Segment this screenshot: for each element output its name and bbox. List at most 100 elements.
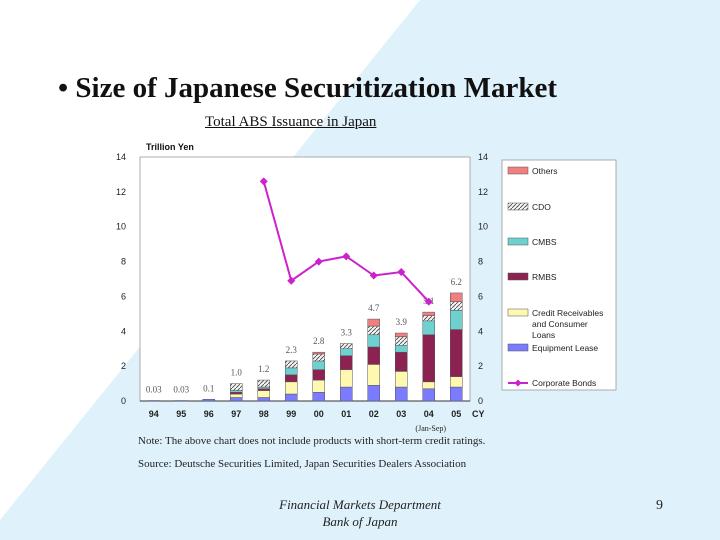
bar-credit-02 bbox=[367, 364, 380, 386]
bar-cdo-03 bbox=[395, 336, 408, 346]
bar-equipment-04 bbox=[422, 388, 435, 402]
legend-swatch-others bbox=[507, 166, 529, 175]
bar-credit-99 bbox=[285, 381, 298, 395]
x-tick-04: 04 bbox=[424, 409, 434, 419]
bar-cmbs-00 bbox=[312, 360, 325, 370]
bar-rmbs-98 bbox=[257, 388, 270, 391]
y-tick-right-14: 14 bbox=[478, 152, 488, 162]
legend-label-corporate: Corporate Bonds bbox=[532, 378, 596, 388]
bar-cmbs-04 bbox=[422, 320, 435, 336]
footer-bank: Bank of Japan bbox=[322, 514, 398, 529]
bar-credit-05 bbox=[450, 376, 463, 388]
bar-equipment-02 bbox=[367, 385, 380, 402]
chart-title: Total ABS Issuance in Japan bbox=[205, 114, 377, 130]
y-tick-left-6: 6 bbox=[121, 291, 126, 301]
x-tick-05: 05 bbox=[451, 409, 461, 419]
x-tick-03: 03 bbox=[396, 409, 406, 419]
y-tick-left-8: 8 bbox=[121, 257, 126, 267]
legend-swatch-credit bbox=[507, 308, 529, 317]
corporate-bonds-point-03 bbox=[397, 268, 406, 277]
bar-equipment-96 bbox=[202, 399, 215, 402]
bar-credit-03 bbox=[395, 371, 408, 388]
total-label-95: 0.03 bbox=[173, 384, 189, 394]
y-tick-left-12: 12 bbox=[116, 187, 126, 197]
y-tick-left-4: 4 bbox=[121, 326, 126, 336]
corporate-bonds-point-02 bbox=[369, 271, 378, 280]
bar-credit-04 bbox=[422, 381, 435, 390]
y-tick-left-14: 14 bbox=[116, 152, 126, 162]
x-tick-00: 00 bbox=[314, 409, 324, 419]
bar-others-03 bbox=[395, 332, 408, 337]
footer: Financial Markets Department Bank of Jap… bbox=[250, 496, 470, 530]
bar-rmbs-02 bbox=[367, 346, 380, 365]
legend-label-credit: Credit Receivables and Consumer Loans bbox=[532, 308, 603, 340]
bar-cmbs-98 bbox=[257, 386, 270, 390]
total-label-99: 2.3 bbox=[286, 345, 298, 355]
slide-title: • Size of Japanese Securitization Market bbox=[58, 72, 558, 104]
bar-cmbs-02 bbox=[367, 334, 380, 348]
y-axis-label: Trillion Yen bbox=[146, 142, 194, 152]
bar-equipment-98 bbox=[257, 397, 270, 402]
y-tick-left-2: 2 bbox=[121, 361, 126, 371]
total-label-02: 4.7 bbox=[368, 303, 380, 313]
bar-equipment-05 bbox=[450, 386, 463, 402]
x-annotation: (Jan-Sep) bbox=[415, 424, 446, 433]
corporate-bonds-point-01 bbox=[342, 252, 351, 261]
bar-credit-00 bbox=[312, 379, 325, 393]
bar-equipment-95 bbox=[175, 400, 188, 402]
y-tick-right-10: 10 bbox=[478, 222, 488, 232]
legend-label-others: Others bbox=[532, 166, 558, 176]
bar-equipment-00 bbox=[312, 392, 325, 402]
bar-credit-98 bbox=[257, 390, 270, 398]
bar-rmbs-01 bbox=[340, 355, 353, 370]
total-label-01: 3.3 bbox=[341, 327, 353, 337]
legend-label-cmbs: CMBS bbox=[532, 237, 557, 247]
bar-equipment-03 bbox=[395, 386, 408, 402]
bar-cmbs-05 bbox=[450, 310, 463, 330]
plot-area bbox=[139, 156, 471, 402]
x-tick-02: 02 bbox=[369, 409, 379, 419]
bar-equipment-97 bbox=[230, 397, 243, 402]
y-tick-right-2: 2 bbox=[478, 361, 483, 371]
bar-equipment-99 bbox=[285, 393, 298, 402]
y-tick-left-10: 10 bbox=[116, 222, 126, 232]
bar-cdo-97 bbox=[230, 383, 243, 391]
footer-department: Financial Markets Department bbox=[279, 497, 441, 512]
legend-swatch-cmbs bbox=[507, 237, 529, 246]
x-axis-suffix: CY bbox=[472, 409, 485, 419]
bar-cdo-00 bbox=[312, 353, 325, 362]
bar-rmbs-03 bbox=[395, 351, 408, 372]
x-tick-95: 95 bbox=[176, 409, 186, 419]
bar-cdo-04 bbox=[422, 315, 435, 322]
bar-cdo-01 bbox=[340, 343, 353, 349]
y-tick-right-8: 8 bbox=[478, 257, 483, 267]
legend-label-cdo: CDO bbox=[532, 202, 551, 212]
bar-cmbs-01 bbox=[340, 348, 353, 356]
bar-rmbs-05 bbox=[450, 329, 463, 377]
bar-others-02 bbox=[367, 318, 380, 327]
y-tick-right-4: 4 bbox=[478, 326, 483, 336]
total-label-97: 1.0 bbox=[231, 368, 243, 378]
bar-rmbs-00 bbox=[312, 369, 325, 381]
y-tick-left-0: 0 bbox=[121, 396, 126, 406]
legend-swatch-equipment bbox=[507, 343, 529, 352]
bar-cmbs-03 bbox=[395, 344, 408, 353]
x-tick-01: 01 bbox=[341, 409, 351, 419]
x-tick-94: 94 bbox=[149, 409, 159, 419]
total-label-98: 1.2 bbox=[258, 364, 269, 374]
x-tick-96: 96 bbox=[204, 409, 214, 419]
total-label-00: 2.8 bbox=[313, 336, 325, 346]
bar-equipment-94 bbox=[147, 400, 160, 402]
x-tick-97: 97 bbox=[231, 409, 241, 419]
bar-cdo-98 bbox=[257, 379, 270, 388]
bar-others-04 bbox=[422, 311, 435, 316]
corporate-bonds-point-00 bbox=[314, 257, 323, 266]
corporate-bonds-point-99 bbox=[287, 276, 296, 285]
legend-label-equipment: Equipment Lease bbox=[532, 343, 598, 353]
bar-cdo-02 bbox=[367, 325, 380, 336]
total-label-03: 3.9 bbox=[396, 317, 408, 327]
x-tick-99: 99 bbox=[286, 409, 296, 419]
bar-rmbs-04 bbox=[422, 334, 435, 383]
bar-credit-97 bbox=[230, 393, 243, 398]
bar-rmbs-99 bbox=[285, 374, 298, 383]
